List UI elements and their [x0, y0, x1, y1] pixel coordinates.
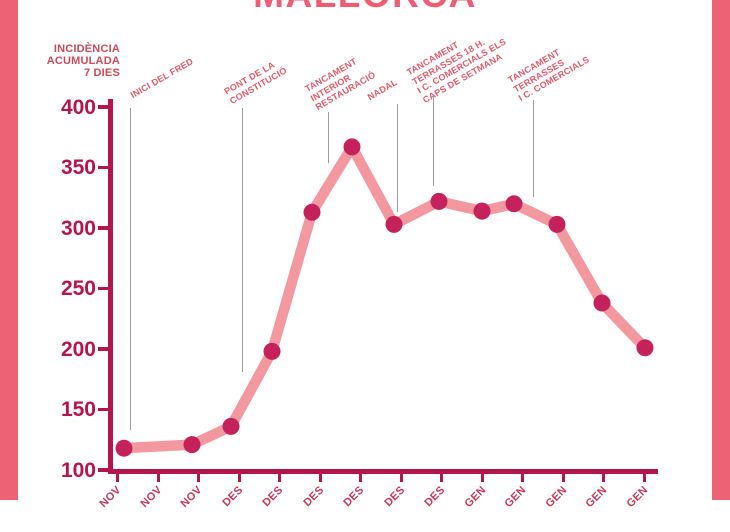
x-axis-tick — [358, 474, 362, 482]
x-axis-tick — [196, 474, 200, 482]
left-accent-bar — [0, 0, 18, 500]
y-axis-tick — [98, 165, 108, 170]
data-point — [473, 202, 491, 220]
y-axis-tick-label: 250 — [60, 277, 96, 300]
x-axis-tick — [115, 474, 119, 482]
y-axis-line — [108, 99, 113, 474]
y-axis-tick — [98, 347, 108, 351]
incidence-axis-label-line: 7 DIES — [83, 67, 120, 79]
data-point — [505, 195, 523, 213]
y-axis-tick — [98, 105, 108, 109]
y-axis-tick-label: 400 — [60, 95, 96, 119]
data-point — [183, 436, 201, 454]
annotation-line — [130, 108, 131, 430]
x-axis-tick — [520, 474, 524, 482]
annotation-line — [397, 104, 398, 212]
incidence-axis-label-line: INCIDÈNCIA — [53, 43, 120, 55]
data-point — [548, 215, 566, 233]
x-axis-tick — [237, 474, 241, 482]
annotation-line — [433, 96, 434, 186]
right-accent-bar — [712, 0, 730, 500]
x-axis-tick — [480, 474, 484, 482]
y-axis-tick-label: 200 — [60, 337, 96, 361]
x-axis-tick — [601, 474, 605, 482]
x-axis-tick — [277, 474, 281, 482]
annotation-line — [533, 100, 534, 197]
x-axis-tick — [642, 474, 646, 482]
data-point — [263, 342, 281, 360]
y-axis-tick — [98, 226, 108, 230]
data-point — [115, 439, 133, 457]
data-point — [303, 203, 321, 221]
y-axis-tick-label: 150 — [60, 398, 96, 421]
annotation-line — [328, 112, 329, 163]
y-axis-tick — [98, 407, 108, 412]
data-point — [593, 294, 611, 312]
y-axis-tick — [98, 468, 108, 472]
incidence-axis-label: INCIDÈNCIA ACUMULADA 7 DIES — [40, 43, 120, 79]
line-series — [118, 141, 651, 454]
data-point — [430, 192, 448, 210]
x-axis-tick — [399, 474, 403, 482]
y-axis-tick-label: 350 — [60, 156, 96, 179]
data-point — [636, 339, 654, 357]
annotation-line — [242, 108, 243, 372]
x-axis-tick — [318, 474, 322, 482]
x-axis-tick — [561, 474, 565, 482]
data-point — [343, 138, 361, 156]
y-axis-tick-label: 300 — [60, 216, 96, 240]
incidence-axis-label-line: ACUMULADA — [46, 55, 120, 67]
y-axis-tick-label: 100 — [60, 458, 96, 482]
x-axis-tick — [439, 474, 443, 482]
data-point — [385, 215, 403, 233]
x-axis-tick — [156, 474, 160, 482]
chart-title: MALLORCA — [0, 0, 730, 16]
x-axis-line — [108, 469, 658, 474]
data-point — [222, 417, 240, 435]
y-axis-tick — [98, 286, 108, 291]
incidence-line-chart — [115, 138, 654, 457]
